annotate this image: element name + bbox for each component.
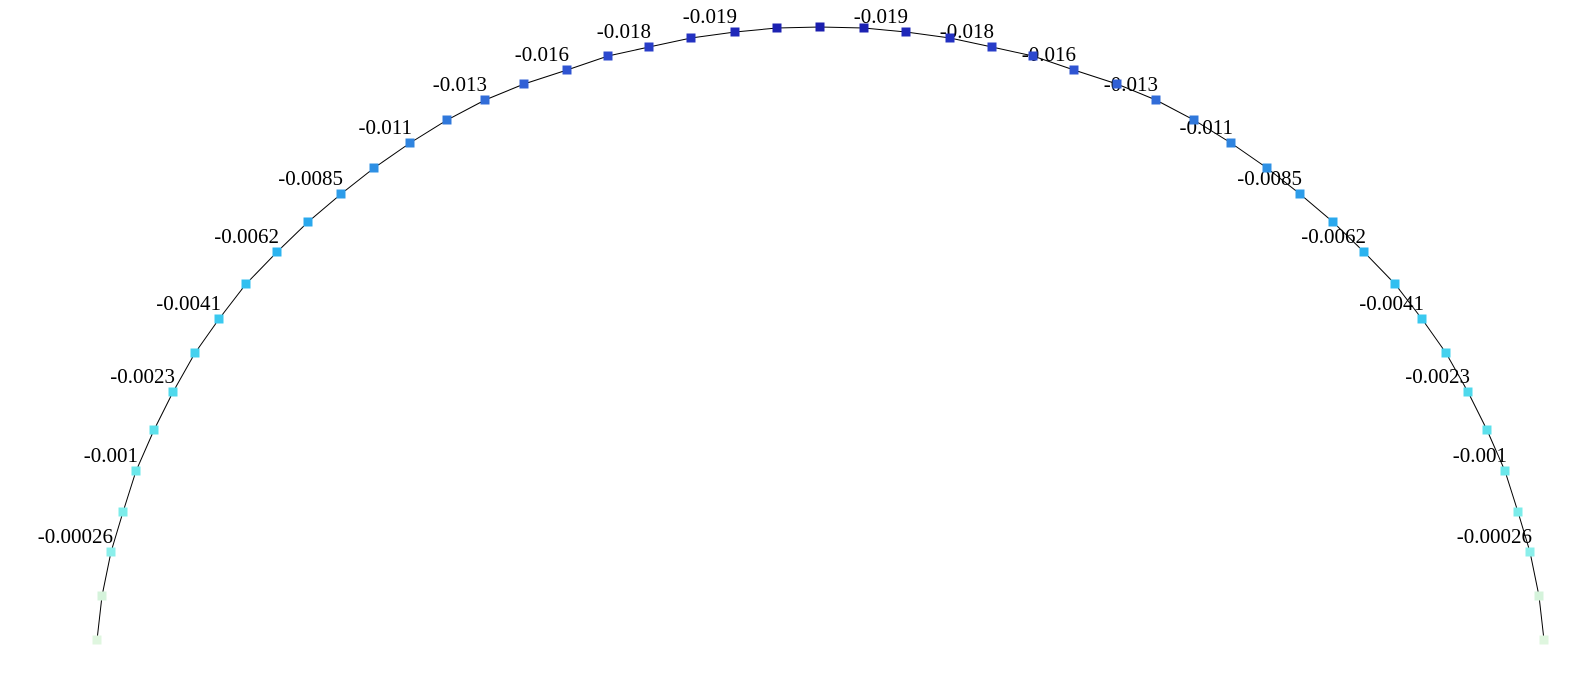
node-value-label: -0.019	[683, 4, 737, 28]
node-value-label: -0.0023	[110, 364, 175, 388]
node-marker	[1295, 189, 1305, 199]
node-marker	[442, 115, 452, 125]
node-marker	[1525, 547, 1535, 557]
node-value-label: -0.001	[1453, 443, 1507, 467]
node-marker	[1441, 348, 1451, 358]
node-value-label: -0.00026	[38, 524, 113, 548]
node-marker	[644, 42, 654, 52]
node-marker	[1262, 163, 1272, 173]
node-value-label: -0.0041	[156, 291, 221, 315]
node-marker	[1359, 247, 1369, 257]
node-value-label: -0.011	[1180, 115, 1233, 139]
node-marker	[92, 635, 102, 645]
node-marker	[131, 466, 141, 476]
node-marker	[1463, 387, 1473, 397]
node-value-label: -0.0062	[214, 224, 279, 248]
node-marker	[859, 23, 869, 33]
node-value-label: -0.018	[597, 19, 651, 43]
node-marker	[1328, 217, 1338, 227]
node-marker	[772, 23, 782, 33]
node-marker	[336, 189, 346, 199]
node-marker	[1189, 115, 1199, 125]
arch-curve	[96, 26, 1545, 641]
node-marker	[901, 27, 911, 37]
node-marker	[1534, 591, 1544, 601]
node-value-label: -0.013	[433, 72, 487, 96]
node-marker	[562, 65, 572, 75]
node-value-label: -0.0062	[1301, 224, 1366, 248]
node-value-label: -0.011	[359, 115, 412, 139]
node-marker	[686, 33, 696, 43]
node-marker	[1390, 279, 1400, 289]
node-value-label: -0.013	[1104, 72, 1158, 96]
node-marker	[730, 27, 740, 37]
node-marker	[118, 507, 128, 517]
node-marker	[97, 591, 107, 601]
node-value-label: -0.001	[84, 443, 138, 467]
node-marker	[168, 387, 178, 397]
node-marker	[149, 425, 159, 435]
node-value-label: -0.0041	[1359, 291, 1424, 315]
node-marker	[106, 547, 116, 557]
node-marker	[1028, 51, 1038, 61]
node-value-label: -0.0023	[1405, 364, 1470, 388]
node-marker	[303, 217, 313, 227]
node-marker	[1226, 138, 1236, 148]
node-marker	[1482, 425, 1492, 435]
node-marker	[945, 33, 955, 43]
node-marker	[1112, 79, 1122, 89]
node-marker	[1539, 635, 1549, 645]
node-marker	[405, 138, 415, 148]
node-marker	[369, 163, 379, 173]
node-marker	[603, 51, 613, 61]
node-marker	[1500, 466, 1510, 476]
node-marker	[1151, 95, 1161, 105]
node-marker	[987, 42, 997, 52]
node-marker	[241, 279, 251, 289]
node-marker	[190, 348, 200, 358]
node-marker	[1513, 507, 1523, 517]
node-marker	[519, 79, 529, 89]
node-marker	[480, 95, 490, 105]
node-marker	[272, 247, 282, 257]
node-marker	[815, 22, 825, 32]
node-value-label: -0.0085	[278, 166, 343, 190]
node-marker	[1069, 65, 1079, 75]
node-value-label: -0.016	[515, 42, 569, 66]
node-marker	[1417, 314, 1427, 324]
node-value-label: -0.00026	[1457, 524, 1532, 548]
node-marker	[214, 314, 224, 324]
